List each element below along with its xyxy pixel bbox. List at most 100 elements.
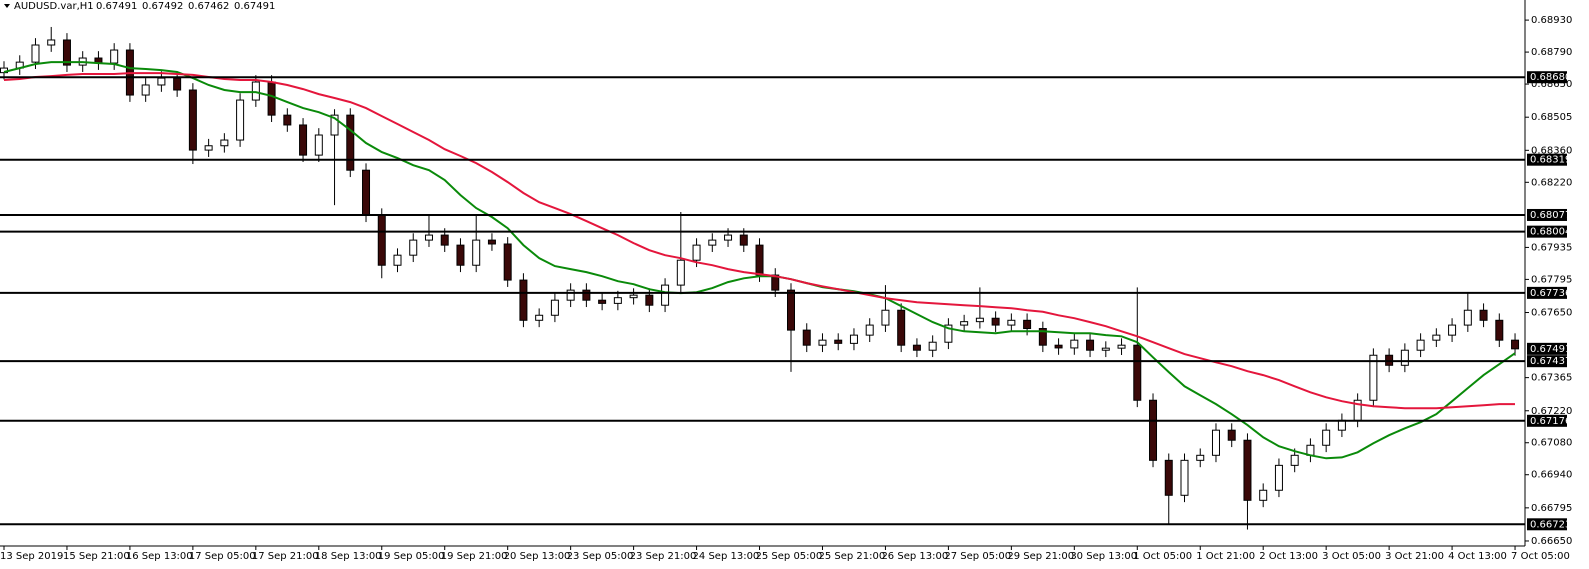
candle-body — [598, 299, 607, 304]
candle-body — [251, 81, 260, 101]
x-tick-label: 13 Sep 2019 — [0, 551, 63, 562]
header-value: 0.67491 — [234, 1, 275, 12]
candle-body — [566, 289, 575, 301]
x-tick-label: 3 Oct 05:00 — [1322, 551, 1381, 562]
header-value: 0.67462 — [188, 1, 229, 12]
candle-body — [141, 84, 150, 96]
candle-body — [629, 294, 638, 299]
y-tick-label: 0.67365 — [1531, 373, 1572, 384]
x-tick-label: 23 Sep 21:00 — [630, 551, 697, 562]
candle-body — [330, 114, 339, 136]
candle-body — [818, 339, 827, 346]
candle-body — [1400, 349, 1409, 366]
candle-body — [1448, 324, 1457, 336]
candle-body — [550, 299, 559, 316]
candle-body — [849, 334, 858, 344]
x-tick-label: 25 Sep 21:00 — [818, 551, 885, 562]
candle-body — [267, 81, 276, 116]
candle-body — [487, 239, 496, 245]
moving-average — [3, 61, 1516, 460]
level-box — [1527, 71, 1567, 84]
candle-body — [173, 77, 182, 91]
x-tick-label: 19 Sep 21:00 — [441, 551, 508, 562]
candle-body — [645, 294, 654, 306]
x-tick-label: 16 Sep 13:00 — [126, 551, 193, 562]
candle-body — [1007, 319, 1016, 326]
x-tick-label: 2 Oct 13:00 — [1259, 551, 1318, 562]
x-tick-label: 26 Sep 13:00 — [881, 551, 948, 562]
y-tick-label: 0.67795 — [1531, 274, 1572, 285]
x-tick-label: 17 Sep 05:00 — [189, 551, 256, 562]
candle-body — [1511, 339, 1520, 350]
y-tick-label: 0.67935 — [1531, 242, 1572, 253]
level-box — [1527, 518, 1567, 531]
x-tick-label: 4 Oct 13:00 — [1448, 551, 1507, 562]
candle-body — [1070, 339, 1079, 349]
candle-body — [1495, 319, 1504, 341]
candle-body — [440, 234, 449, 246]
candle-body — [787, 289, 795, 331]
level-label: 0.67736 — [1530, 288, 1571, 299]
x-tick-label: 20 Sep 13:00 — [504, 551, 571, 562]
candle-body — [204, 145, 213, 151]
candle-body — [409, 239, 418, 256]
candle-body — [944, 324, 953, 343]
x-tick-label: 17 Sep 21:00 — [252, 551, 319, 562]
y-tick-label: 0.67650 — [1531, 308, 1572, 319]
candle-body — [1211, 429, 1220, 456]
header-value: 0.67492 — [142, 1, 183, 12]
y-tick-label: 0.68360 — [1531, 145, 1572, 156]
candle-body — [157, 77, 166, 86]
moving-average — [3, 72, 1515, 410]
candle-body — [283, 114, 292, 126]
y-tick-label: 0.66940 — [1531, 470, 1572, 481]
y-tick-label: 0.66650 — [1531, 536, 1572, 547]
x-tick-label: 30 Sep 13:00 — [1070, 551, 1137, 562]
candle-body — [1432, 334, 1441, 341]
menu-arrow[interactable] — [4, 4, 10, 8]
candle-body — [582, 289, 591, 301]
candle-body — [110, 49, 119, 64]
candle-body — [393, 254, 402, 266]
x-tick-label: 29 Sep 21:00 — [1007, 551, 1074, 562]
y-tick-label: 0.67220 — [1531, 406, 1572, 417]
header-value: 0.67491 — [96, 1, 137, 12]
x-tick-label: 24 Sep 13:00 — [693, 551, 760, 562]
candle-body — [1164, 459, 1173, 496]
symbol-title: AUDUSD.var,H1 — [14, 1, 94, 12]
candle-body — [865, 324, 874, 336]
candle-body — [62, 39, 71, 66]
x-tick-label: 3 Oct 21:00 — [1385, 551, 1444, 562]
x-tick-label: 1 Oct 05:00 — [1133, 551, 1192, 562]
candle-body — [912, 344, 921, 351]
candle-body — [834, 339, 843, 344]
level-label: 0.68077 — [1530, 210, 1571, 221]
candle-body — [755, 244, 764, 276]
candle-body — [975, 317, 984, 323]
candle-body — [220, 139, 229, 147]
candle-body — [1479, 309, 1488, 321]
candle-body — [377, 214, 386, 266]
candle-body — [31, 44, 40, 63]
candle-body — [1322, 429, 1331, 446]
candle-body — [928, 341, 937, 351]
level-box — [1527, 414, 1567, 427]
level-label: 0.67437 — [1530, 356, 1571, 367]
candle-body — [1149, 399, 1158, 461]
candle-body — [708, 239, 717, 246]
x-tick-label: 19 Sep 05:00 — [378, 551, 445, 562]
candle-body — [1054, 344, 1063, 349]
candle-body — [503, 243, 512, 281]
x-tick-label: 27 Sep 05:00 — [944, 551, 1011, 562]
x-tick-label: 1 Oct 21:00 — [1196, 551, 1255, 562]
candle-body — [1463, 309, 1472, 326]
candle-body — [47, 39, 56, 46]
y-tick-label: 0.68650 — [1531, 79, 1572, 90]
x-tick-label: 15 Sep 21:00 — [63, 551, 130, 562]
candle-body — [1086, 339, 1095, 351]
candle-body — [1416, 339, 1425, 351]
candle-body — [1227, 429, 1236, 441]
candle-body — [1337, 419, 1346, 431]
candle-body — [472, 239, 481, 266]
